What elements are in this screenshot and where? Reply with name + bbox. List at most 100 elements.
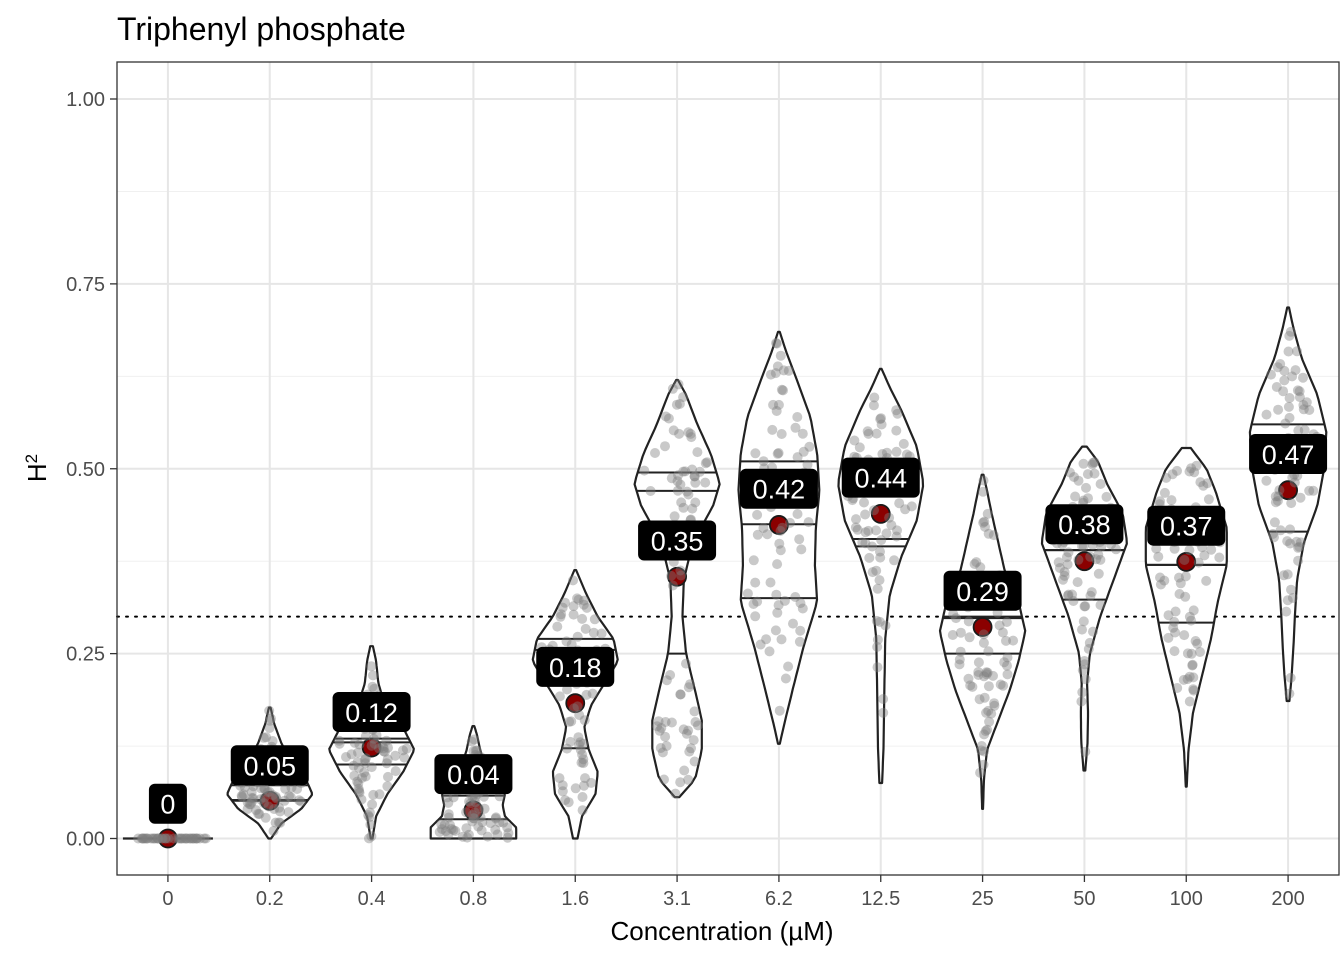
data-point — [978, 517, 989, 528]
data-point — [1304, 485, 1315, 496]
data-point — [448, 825, 459, 836]
data-point — [804, 441, 815, 452]
data-point — [1285, 538, 1296, 549]
data-point — [1184, 696, 1195, 707]
data-point — [187, 833, 198, 844]
data-point — [1191, 460, 1202, 471]
data-point — [886, 520, 897, 531]
data-point — [1155, 496, 1165, 507]
data-point — [1291, 536, 1302, 547]
data-point — [502, 832, 513, 843]
data-point — [1285, 524, 1295, 535]
data-point — [1186, 648, 1197, 659]
data-point — [275, 806, 286, 817]
data-point — [247, 796, 257, 807]
data-point — [772, 559, 783, 570]
data-point — [268, 826, 279, 836]
data-point — [1202, 478, 1213, 489]
data-point — [1278, 386, 1289, 397]
data-point — [366, 762, 377, 773]
data-point — [1270, 491, 1281, 502]
data-point — [176, 833, 187, 844]
data-point — [700, 458, 711, 469]
data-point — [795, 625, 806, 636]
data-point — [1186, 463, 1197, 474]
data-point — [378, 743, 389, 754]
data-point — [270, 791, 281, 802]
data-point — [1077, 665, 1088, 676]
data-point — [575, 737, 586, 748]
data-point — [258, 798, 269, 809]
data-point — [273, 817, 284, 828]
data-point — [862, 426, 873, 437]
data-point — [576, 757, 587, 768]
x-tick-label: 100 — [1170, 888, 1203, 910]
data-point — [1093, 549, 1104, 560]
data-point — [1095, 554, 1106, 565]
data-point — [988, 530, 999, 541]
data-point — [367, 681, 378, 692]
data-point — [1095, 600, 1106, 610]
data-point — [790, 422, 801, 433]
data-point — [1270, 497, 1281, 508]
data-point — [650, 448, 660, 458]
data-point — [578, 754, 589, 765]
data-point — [1067, 589, 1078, 600]
value-badge-text: 0.47 — [1262, 440, 1315, 470]
data-point — [574, 739, 584, 750]
data-point — [1063, 547, 1074, 558]
x-tick-label: 12.5 — [861, 888, 900, 910]
data-point — [364, 807, 375, 818]
data-point — [681, 658, 691, 669]
data-point — [1275, 525, 1286, 536]
data-point — [1073, 475, 1084, 486]
data-point — [1192, 638, 1203, 649]
violin-25 — [938, 473, 1027, 810]
data-point — [986, 708, 997, 719]
data-point — [901, 449, 912, 460]
data-point — [674, 428, 685, 439]
data-point — [468, 746, 479, 757]
data-point — [1175, 578, 1186, 589]
data-point — [963, 616, 974, 627]
data-point — [867, 541, 878, 552]
data-point — [778, 365, 789, 376]
data-point — [1293, 555, 1304, 566]
data-point — [1077, 624, 1087, 635]
data-point — [1002, 669, 1013, 680]
data-point — [470, 745, 481, 756]
data-point — [357, 772, 368, 783]
data-point — [1059, 567, 1070, 577]
data-point — [199, 833, 210, 844]
data-point — [1198, 480, 1209, 491]
data-point — [1285, 672, 1296, 683]
data-point — [578, 738, 589, 749]
data-point — [368, 789, 379, 800]
data-point — [1077, 687, 1088, 698]
data-point — [666, 717, 677, 728]
data-point — [491, 812, 501, 823]
mean-point — [972, 617, 993, 637]
data-point — [798, 446, 809, 457]
data-point — [975, 562, 986, 573]
data-point — [573, 732, 584, 743]
data-point — [1188, 605, 1199, 616]
data-point — [898, 438, 909, 449]
data-point — [274, 802, 285, 813]
data-point — [671, 399, 682, 410]
data-point — [689, 706, 700, 717]
data-point — [471, 745, 482, 756]
data-point — [777, 522, 788, 533]
data-point — [482, 831, 493, 842]
data-point — [889, 555, 900, 566]
data-point — [654, 725, 665, 736]
data-point — [1286, 584, 1296, 595]
data-point — [765, 577, 776, 588]
data-point — [675, 565, 686, 576]
data-point — [776, 384, 787, 395]
data-point — [498, 817, 509, 828]
data-point — [556, 609, 567, 620]
data-point — [1170, 627, 1181, 638]
data-point — [875, 414, 886, 425]
